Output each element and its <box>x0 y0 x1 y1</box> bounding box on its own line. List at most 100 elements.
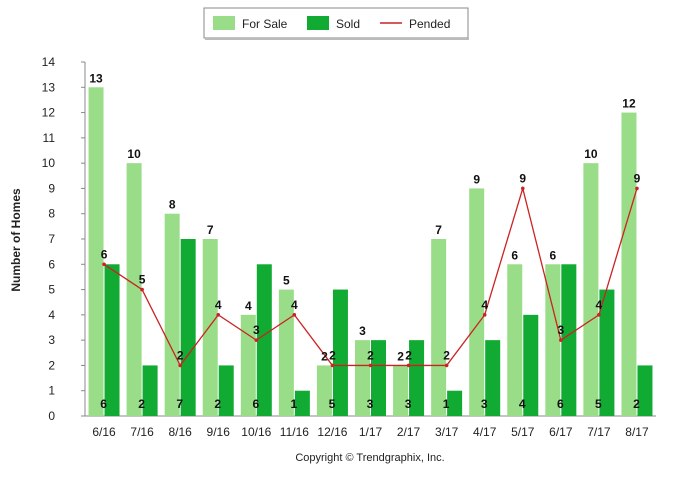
x-tick-label: 11/16 <box>280 425 309 439</box>
pended-value-label: 2 <box>443 348 450 362</box>
for-sale-value-label: 2 <box>321 349 328 363</box>
pended-point <box>254 338 259 342</box>
sold-value-label: 5 <box>595 397 602 411</box>
x-tick-label: 7/16 <box>130 425 154 439</box>
sold-bar <box>599 289 615 416</box>
x-tick-label: 10/16 <box>241 425 271 439</box>
x-tick-label: 6/17 <box>549 425 573 439</box>
sold-value-label: 5 <box>329 397 336 411</box>
for-sale-value-label: 7 <box>207 223 214 237</box>
sold-value-label: 1 <box>291 397 298 411</box>
pended-point <box>178 363 182 368</box>
pended-point <box>520 186 525 191</box>
pended-value-label: 9 <box>634 171 641 185</box>
copyright-footer: Copyright © Trendgraphix, Inc. <box>295 452 444 464</box>
x-tick-label: 7/17 <box>587 425 611 439</box>
pended-value-label: 4 <box>481 298 488 312</box>
legend-swatch-sold <box>307 16 329 30</box>
for-sale-value-label: 10 <box>127 147 141 161</box>
sold-value-label: 2 <box>138 397 145 411</box>
for-sale-bar <box>202 239 218 416</box>
sold-bar <box>142 365 158 416</box>
pended-point <box>635 186 639 191</box>
pended-value-label: 2 <box>405 348 412 362</box>
for-sale-value-label: 8 <box>169 198 176 212</box>
sold-bar <box>409 340 425 416</box>
pended-value-label: 3 <box>557 323 564 337</box>
pended-point <box>368 363 373 368</box>
sold-bar <box>447 390 463 416</box>
pended-point <box>482 313 487 317</box>
legend: For Sale Sold Pended <box>203 7 469 40</box>
legend-swatch-for-sale <box>213 16 235 30</box>
for-sale-bar <box>583 163 599 416</box>
legend-label-pended: Pended <box>409 17 450 31</box>
y-tick-label: 4 <box>48 308 55 322</box>
sold-value-label: 3 <box>405 397 412 411</box>
pended-point <box>597 313 601 317</box>
sold-bar <box>485 340 501 416</box>
x-tick-label: 12/16 <box>317 425 347 439</box>
y-tick-label: 7 <box>48 232 55 246</box>
pended-value-label: 4 <box>596 298 603 312</box>
for-sale-bar <box>164 213 180 416</box>
x-tick-label: 8/16 <box>168 425 192 439</box>
for-sale-bar <box>507 264 523 416</box>
sold-bar <box>332 289 348 416</box>
sold-value-label: 6 <box>100 397 107 411</box>
for-sale-bar <box>621 112 637 417</box>
pended-point <box>216 313 221 317</box>
pended-value-label: 4 <box>291 298 298 312</box>
for-sale-bar <box>88 87 104 417</box>
pended-point <box>140 287 144 292</box>
y-tick-label: 2 <box>48 358 55 372</box>
x-tick-label: 5/17 <box>511 425 535 439</box>
pended-value-label: 2 <box>367 348 374 362</box>
x-ticks: 6/16 7/16 8/16 9/16 10/16 11/16 12/16 1/17 2/17 3… <box>92 425 649 439</box>
pended-point <box>406 363 411 368</box>
legend-frame <box>203 7 469 39</box>
y-tick-label: 11 <box>43 131 56 145</box>
pended-point <box>330 363 335 368</box>
for-sale-value-label: 6 <box>511 248 518 262</box>
y-tick-label: 14 <box>42 55 56 69</box>
sold-bar <box>523 314 539 416</box>
pended-value-label: 3 <box>253 323 260 337</box>
sold-value-label: 7 <box>176 397 183 411</box>
x-tick-label: 4/17 <box>473 425 497 439</box>
for-sale-bar <box>355 340 370 416</box>
for-sale-value-label: 7 <box>435 223 442 237</box>
for-sale-bar <box>126 163 142 416</box>
bars <box>88 87 653 417</box>
for-sale-value-label: 9 <box>473 172 480 186</box>
pended-value-label: 2 <box>329 348 336 362</box>
sold-bar <box>218 365 234 416</box>
sold-bar <box>256 264 272 416</box>
y-axis-title: Number of Homes <box>9 188 23 292</box>
x-tick-label: 9/16 <box>207 425 231 439</box>
pended-point <box>559 338 563 342</box>
for-sale-value-label: 10 <box>584 147 598 161</box>
sold-value-label: 6 <box>252 397 259 411</box>
for-sale-value-label: 13 <box>89 71 103 85</box>
x-tick-label: 2/17 <box>397 425 421 439</box>
for-sale-bar <box>469 188 485 416</box>
for-sale-bar <box>545 264 561 416</box>
x-tick-label: 6/16 <box>92 425 116 439</box>
pended-point <box>292 313 297 317</box>
data-labels: 1361028772465125332371936466105122652434… <box>89 71 640 411</box>
for-sale-value-label: 6 <box>549 248 556 262</box>
for-sale-bar <box>240 314 256 416</box>
y-tick-label: 10 <box>42 156 56 170</box>
sold-bar <box>371 340 386 416</box>
sold-value-label: 3 <box>367 397 374 411</box>
pended-point <box>444 363 449 368</box>
for-sale-value-label: 2 <box>397 349 404 363</box>
x-tick-label: 3/17 <box>435 425 459 439</box>
y-tick-label: 5 <box>48 283 55 297</box>
sold-bar <box>561 264 577 416</box>
legend-label-for-sale: For Sale <box>242 17 288 31</box>
